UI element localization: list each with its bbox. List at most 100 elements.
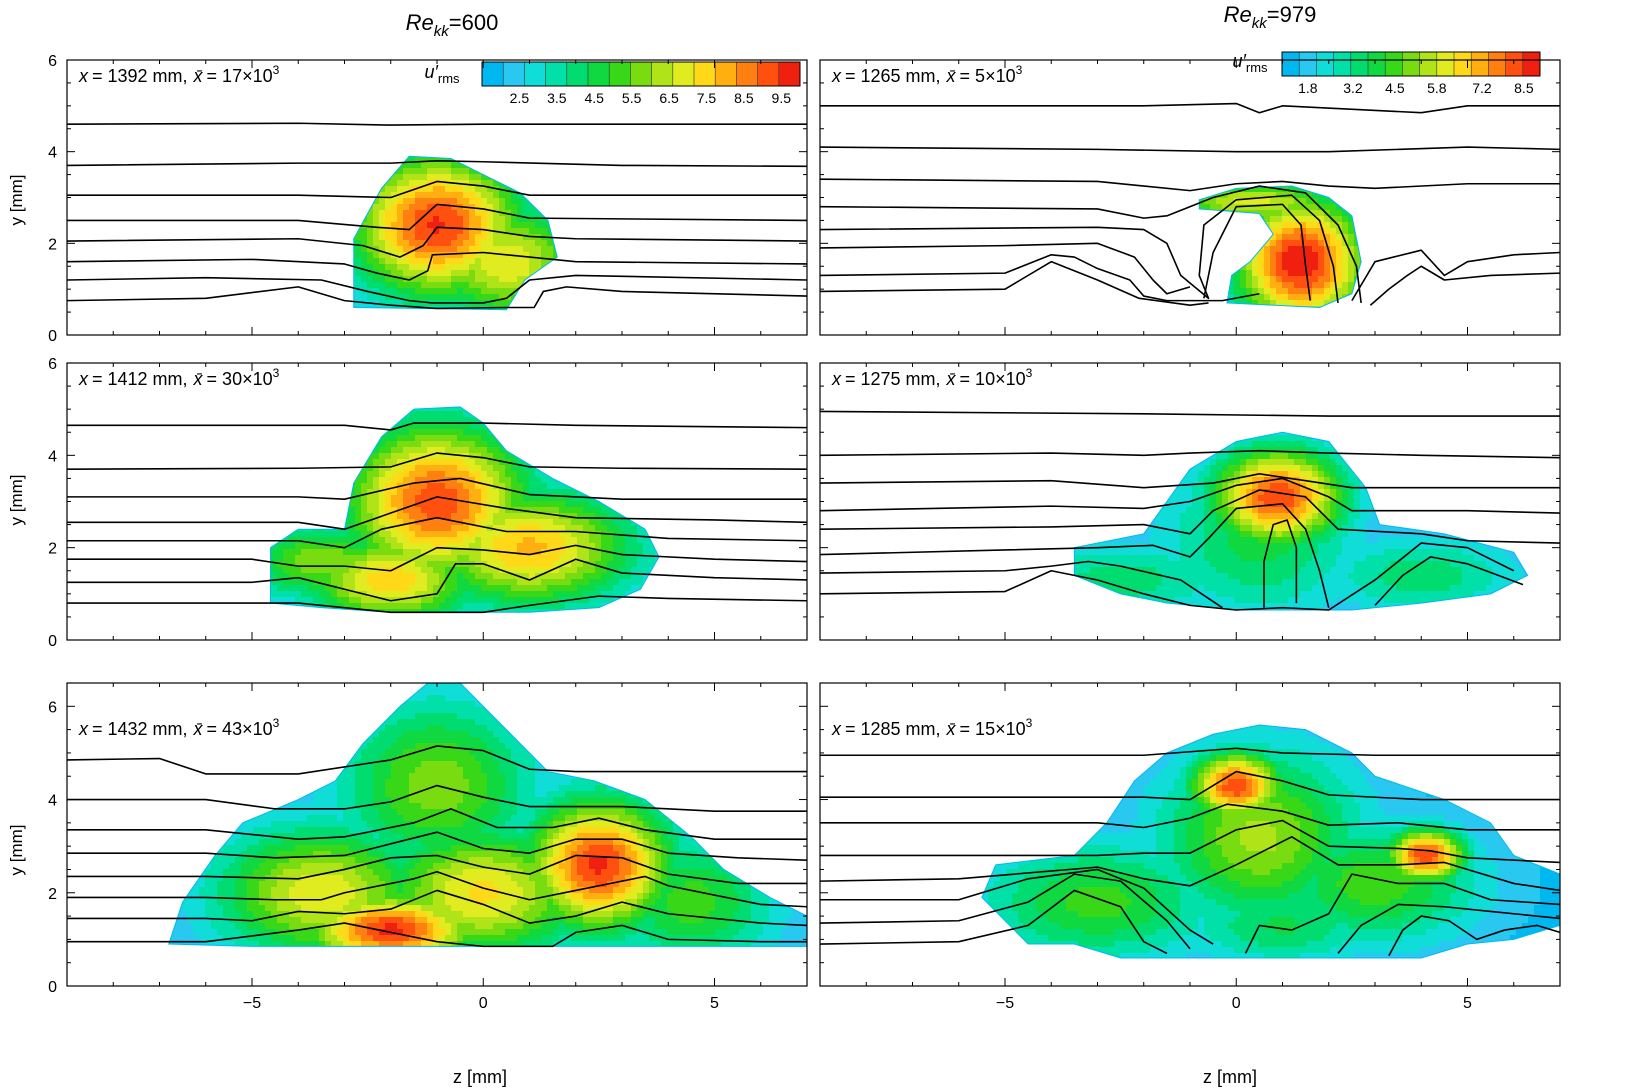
field-cell [613, 114, 620, 121]
field-cell [697, 186, 704, 193]
field-cell [541, 270, 548, 277]
field-cell [487, 198, 494, 205]
field-cell [661, 204, 668, 211]
field-cell [475, 120, 482, 127]
field-cell [589, 312, 596, 319]
field-cell [469, 180, 476, 187]
field-cell [391, 324, 398, 331]
field-cell [103, 174, 110, 181]
field-cell [145, 108, 152, 115]
field-cell [79, 156, 86, 163]
field-cell [109, 132, 116, 139]
field-cell [241, 240, 248, 247]
field-cell [619, 306, 626, 313]
field-cell [535, 144, 542, 151]
field-cell [571, 246, 578, 253]
field-cell [307, 168, 314, 175]
field-cell [79, 174, 86, 181]
field-cell [433, 114, 440, 121]
field-cell [427, 246, 434, 253]
field-cell [277, 306, 284, 313]
field-cell [235, 204, 242, 211]
field-cell [493, 300, 500, 307]
field-cell [451, 216, 458, 223]
field-cell [115, 150, 122, 157]
field-cell [433, 132, 440, 139]
field-cell [481, 246, 488, 253]
colorbar-swatch [1333, 52, 1352, 76]
field-cell [493, 192, 500, 199]
field-cell [439, 264, 446, 271]
field-cell [589, 174, 596, 181]
field-cell [385, 102, 392, 109]
field-cell [79, 96, 86, 103]
field-cell [697, 300, 704, 307]
field-cell [397, 102, 404, 109]
field-cell [475, 222, 482, 229]
field-cell [649, 324, 656, 331]
field-cell [181, 108, 188, 115]
field-cell [307, 294, 314, 301]
field-cell [589, 222, 596, 229]
field-cell [451, 234, 458, 241]
field-cell [199, 132, 206, 139]
field-cell [631, 306, 638, 313]
field-cell [409, 108, 416, 115]
field-cell [559, 174, 566, 181]
field-cell [277, 300, 284, 307]
field-cell [301, 270, 308, 277]
field-cell [373, 90, 380, 97]
field-cell [415, 252, 422, 259]
field-cell [211, 306, 218, 313]
field-cell [589, 132, 596, 139]
field-cell [337, 132, 344, 139]
field-cell [385, 288, 392, 295]
field-cell [601, 204, 608, 211]
field-cell [259, 216, 266, 223]
field-cell [409, 78, 416, 85]
field-cell [145, 180, 152, 187]
field-cell [133, 312, 140, 319]
field-cell [223, 216, 230, 223]
field-cell [613, 300, 620, 307]
field-cell [625, 174, 632, 181]
field-cell [139, 324, 146, 331]
field-cell [607, 132, 614, 139]
field-cell [619, 156, 626, 163]
field-cell [301, 168, 308, 175]
field-cell [283, 114, 290, 121]
field-cell [181, 90, 188, 97]
field-cell [415, 180, 422, 187]
field-cell [457, 252, 464, 259]
field-cell [583, 276, 590, 283]
field-cell [127, 114, 134, 121]
field-cell [181, 246, 188, 253]
field-cell [163, 246, 170, 253]
field-cell [457, 258, 464, 265]
field-cell [187, 138, 194, 145]
field-cell [367, 180, 374, 187]
field-cell [235, 282, 242, 289]
field-cell [463, 144, 470, 151]
field-cell [493, 114, 500, 121]
field-cell [589, 144, 596, 151]
field-cell [229, 96, 236, 103]
field-cell [301, 324, 308, 331]
field-cell [217, 330, 224, 337]
field-cell [613, 108, 620, 115]
field-cell [679, 300, 686, 307]
field-cell [505, 216, 512, 223]
field-cell [97, 222, 104, 229]
field-cell [625, 150, 632, 157]
field-cell [325, 300, 332, 307]
field-cell [637, 186, 644, 193]
field-cell [445, 234, 452, 241]
field-cell [367, 156, 374, 163]
field-cell [541, 138, 548, 145]
field-cell [433, 312, 440, 319]
field-cell [499, 108, 506, 115]
field-cell [691, 150, 698, 157]
field-cell [337, 264, 344, 271]
field-cell [91, 138, 98, 145]
field-cell [661, 186, 668, 193]
